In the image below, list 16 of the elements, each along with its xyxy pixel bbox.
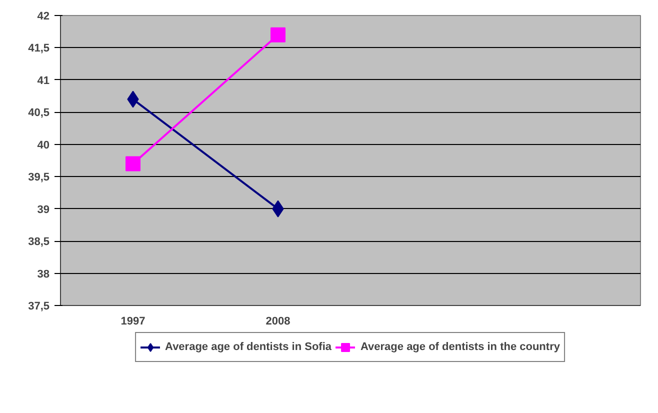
y-tick-label: 42 [37,10,50,22]
y-tick-label: 40,5 [28,107,50,120]
y-tick-label: 41,5 [28,42,50,55]
legend-label: Average age of dentists in Sofia [165,341,332,353]
y-tick-label: 40 [37,139,50,152]
point [270,27,286,42]
legend-label: Average age of dentists in the country [360,341,560,353]
y-tick-label: 38 [37,268,50,280]
x-tick-label: 1997 [120,316,146,328]
y-tick-label: 37,5 [28,300,50,312]
y-tick-label: 38,5 [28,236,50,248]
point [126,156,140,172]
x-tick-label: 2008 [266,316,290,328]
y-tick-label: 39,5 [28,172,50,184]
y-tick-label: 41 [37,74,50,87]
y-tick-label: 39 [37,204,50,216]
